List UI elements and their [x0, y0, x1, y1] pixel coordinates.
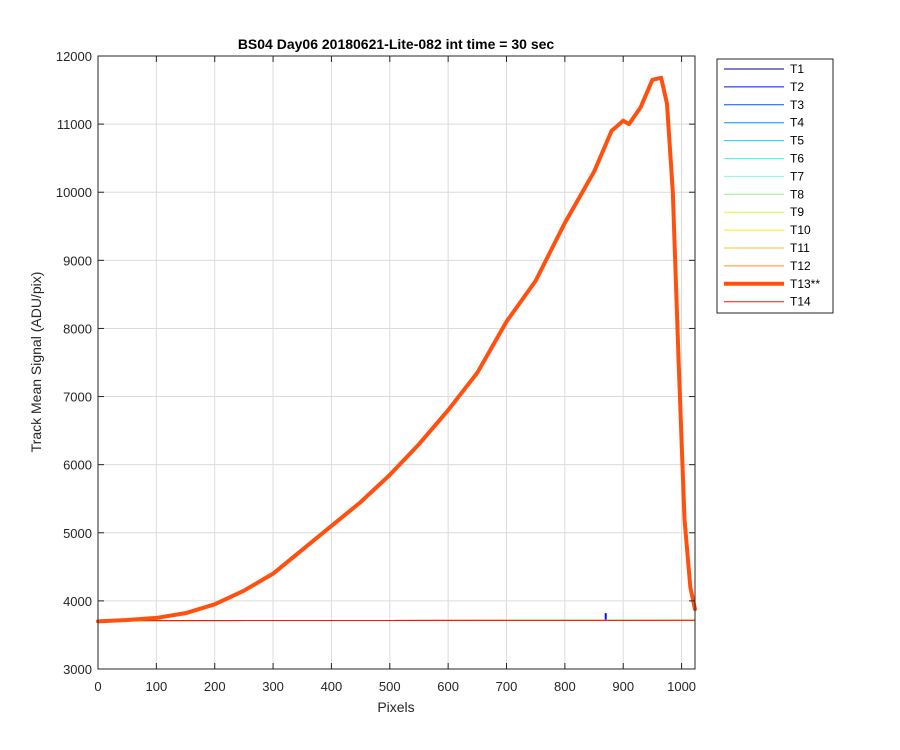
chart-title: BS04 Day06 20180621-Lite-082 int time = … [238, 36, 555, 52]
legend-box [716, 58, 834, 314]
x-tick-label: 400 [321, 679, 343, 694]
x-tick-label: 900 [612, 679, 634, 694]
x-tick-label: 700 [496, 679, 518, 694]
legend-label-t4: T4 [790, 116, 804, 130]
y-tick-label: 11000 [57, 117, 92, 132]
ticks: 0 100 200 300 400 500 600 700 800 900 1000 3000 4000… [56, 49, 696, 694]
series-layer [96, 75, 697, 624]
y-tick-label: 9000 [63, 253, 92, 268]
legend-label-t2: T2 [790, 80, 804, 94]
legend-label-t10: T10 [790, 223, 811, 237]
y-tick-label: 12000 [56, 49, 92, 64]
legend-label-t8: T8 [790, 187, 804, 201]
x-tick-label: 800 [554, 679, 576, 694]
legend-label-t7: T7 [790, 169, 804, 183]
y-tick-label: 10000 [56, 185, 92, 200]
legend-label-t11: T11 [790, 241, 810, 255]
legend-label-t12: T12 [790, 259, 811, 273]
y-tick-label: 8000 [63, 321, 92, 336]
x-tick-label: 1000 [667, 679, 696, 694]
y-tick-label: 5000 [63, 526, 92, 541]
legend-entries: T1 T2 T3 T4 T5 T6 T7 T8 T9 T10 T11 T12 T13** T14 [724, 62, 820, 309]
plot-area [98, 56, 695, 669]
legend-label-t13: T13** [790, 277, 820, 291]
x-tick-label: 300 [262, 679, 284, 694]
legend-label-t9: T9 [790, 205, 804, 219]
y-tick-label: 6000 [63, 458, 92, 473]
legend-label-t3: T3 [790, 98, 804, 112]
x-axis-label: Pixels [377, 699, 414, 715]
y-tick-label: 3000 [63, 662, 92, 677]
y-axis-label: Track Mean Signal (ADU/pix) [28, 272, 44, 453]
y-tick-label: 4000 [63, 594, 92, 609]
x-tick-label: 0 [94, 679, 101, 694]
y-tick-label: 7000 [63, 390, 92, 405]
legend: T1 T2 T3 T4 T5 T6 T7 T8 T9 T10 T11 T12 T13** T14 [716, 58, 834, 314]
legend-label-t14: T14 [790, 295, 811, 309]
x-tick-label: 500 [379, 679, 401, 694]
axes-box [97, 55, 696, 670]
legend-label-t1: T1 [790, 62, 804, 76]
x-tick-label: 200 [204, 679, 226, 694]
x-tick-label: 600 [437, 679, 459, 694]
series-line-t13 [96, 75, 697, 624]
legend-label-t6: T6 [790, 152, 804, 166]
legend-label-t5: T5 [790, 134, 804, 148]
x-tick-label: 100 [146, 679, 168, 694]
